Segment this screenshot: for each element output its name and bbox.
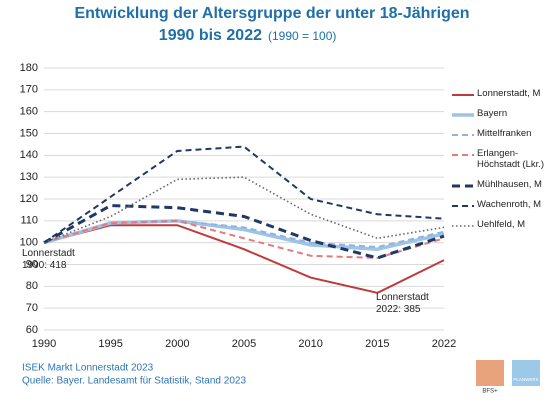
chart-subtitle: 1990 bis 2022: [159, 27, 262, 44]
legend-label: Lonnerstadt, M: [477, 88, 541, 99]
x-tick-label: 2022: [432, 338, 456, 350]
series-line: [43, 219, 445, 259]
logo-box: [476, 360, 504, 386]
legend-item: Uehlfeld, M: [452, 219, 550, 230]
legend-item: Wachenroth, M: [452, 199, 550, 210]
series-line: [43, 224, 445, 294]
legend-label: Erlangen-Höchstadt (Lkr.): [477, 148, 545, 170]
legend-swatch: [452, 113, 474, 117]
legend-item: Erlangen-Höchstadt (Lkr.): [452, 148, 550, 170]
annotation: Lonnerstadt: [376, 292, 429, 303]
y-tick-label: 160: [20, 106, 38, 118]
footer: ISEK Markt Lonnerstadt 2023: [22, 363, 154, 374]
legend-label: Wachenroth, M: [477, 199, 542, 210]
y-tick-label: 170: [20, 84, 38, 96]
y-tick-label: 120: [20, 193, 38, 205]
x-tick-label: 1990: [32, 338, 56, 350]
y-tick-label: 130: [20, 171, 38, 183]
annotation: Lonnerstadt: [22, 248, 75, 259]
x-tick-label: 1995: [98, 338, 122, 350]
legend-swatch: [452, 205, 474, 207]
annotation: 1990: 418: [22, 260, 67, 271]
legend-swatch: [452, 184, 474, 188]
y-tick-label: 150: [20, 127, 38, 139]
chart-subtitle-note: (1990 = 100): [268, 29, 336, 43]
legend-swatch: [452, 154, 474, 156]
legend-label: Mühlhausen, M: [477, 179, 542, 190]
legend-item: Mühlhausen, M: [452, 179, 550, 190]
series-line: [43, 219, 445, 249]
y-tick-label: 90: [26, 258, 38, 270]
legend-swatch: [452, 134, 474, 136]
logo: BFS+: [482, 389, 498, 395]
series-line: [43, 219, 445, 251]
y-tick-label: 60: [26, 324, 38, 336]
legend-swatch: [452, 94, 474, 96]
legend-label: Mittelfranken: [477, 128, 532, 139]
annotation: 2022: 385: [376, 304, 421, 315]
y-tick-label: 180: [20, 62, 38, 74]
x-tick-label: 2010: [298, 338, 322, 350]
chart-title: Entwicklung der Altersgruppe der unter 1…: [74, 5, 469, 22]
legend-item: Mittelfranken: [452, 128, 550, 139]
legend-item: Bayern: [452, 108, 550, 119]
y-tick-label: 100: [20, 237, 38, 249]
legend-label: Uehlfeld, M: [477, 219, 526, 230]
footer: Quelle: Bayer. Landesamt für Statistik, …: [22, 376, 246, 387]
legend-swatch: [452, 225, 474, 227]
y-tick-label: 110: [20, 215, 38, 227]
y-tick-label: 80: [26, 280, 38, 292]
y-tick-label: 140: [20, 149, 38, 161]
x-tick-label: 2015: [365, 338, 389, 350]
logo-box: [512, 360, 540, 386]
x-tick-label: 2005: [232, 338, 256, 350]
legend-label: Bayern: [477, 108, 508, 119]
legend: Lonnerstadt, M Bayern Mittelfranken Erlange…: [452, 88, 550, 239]
series-line: [43, 145, 445, 244]
series-line: [43, 204, 445, 260]
logo: PLANWERK: [513, 377, 538, 382]
x-tick-label: 2000: [165, 338, 189, 350]
y-tick-label: 70: [26, 302, 38, 314]
legend-item: Lonnerstadt, M: [452, 88, 550, 99]
